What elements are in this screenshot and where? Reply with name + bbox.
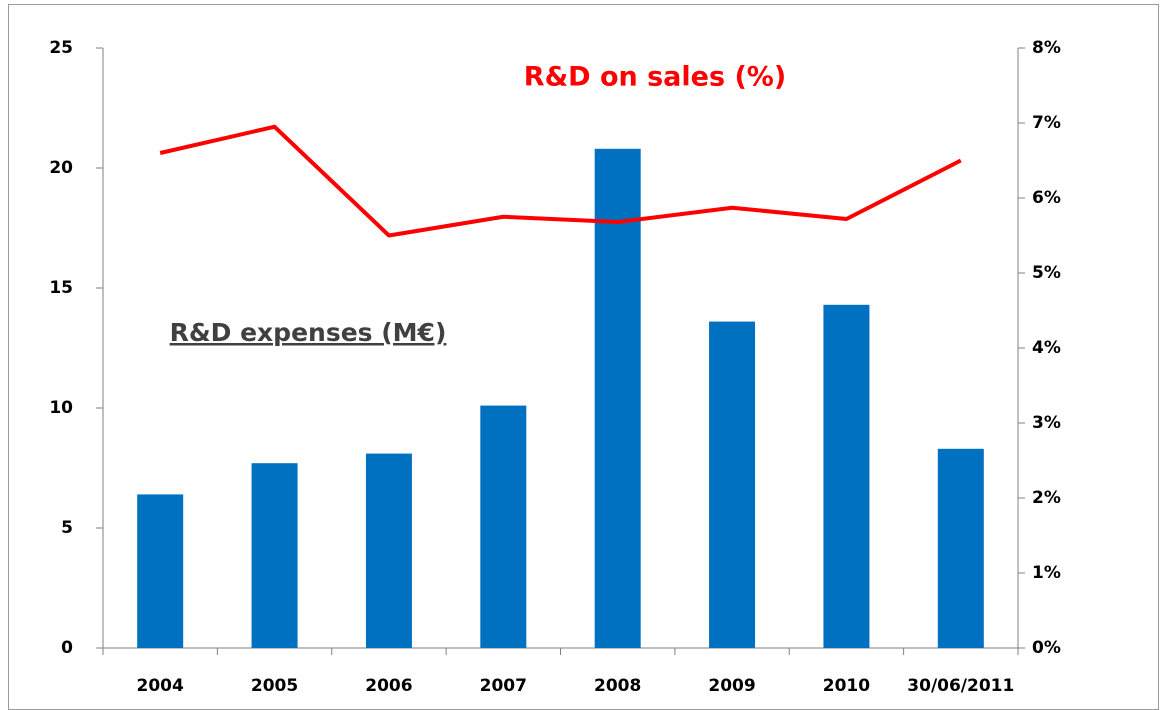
x-tick-label: 2008 (594, 676, 641, 696)
x-tick-label: 2010 (823, 676, 870, 696)
y-tick-label: 20 (49, 158, 73, 178)
y2-tick-label: 7% (1032, 113, 1061, 133)
y2-tick-label: 1% (1032, 563, 1061, 583)
y2-tick-label: 2% (1032, 488, 1061, 508)
x-tick-label: 2009 (708, 676, 755, 696)
bar-title: R&D expenses (M€) (170, 318, 447, 347)
x-tick-label: 2004 (137, 676, 184, 696)
bar (823, 304, 870, 648)
y2-tick-label: 4% (1032, 338, 1061, 358)
y-tick-label: 15 (49, 278, 73, 298)
y2-tick-label: 8% (1032, 38, 1061, 58)
line (159, 124, 962, 238)
y-tick-label: 10 (49, 398, 73, 418)
bar (251, 463, 298, 648)
y-tick-label: 0 (61, 638, 73, 658)
bar (937, 448, 984, 648)
x-tick-label: 2006 (365, 676, 412, 696)
x-tick-label: 2005 (251, 676, 298, 696)
bar (709, 321, 756, 648)
y-tick-label: 25 (49, 38, 73, 58)
bar (480, 405, 527, 648)
y-tick-label: 5 (61, 518, 73, 538)
x-tick-label: 30/06/2011 (907, 676, 1014, 696)
y2-tick-label: 0% (1032, 638, 1061, 658)
bar (594, 148, 641, 649)
bar (365, 453, 412, 648)
bar (137, 494, 184, 648)
x-tick-label: 2007 (480, 676, 527, 696)
line-title: R&D on sales (%) (524, 62, 786, 93)
y2-tick-label: 5% (1032, 263, 1061, 283)
y2-tick-label: 6% (1032, 188, 1061, 208)
y2-tick-label: 3% (1032, 413, 1061, 433)
